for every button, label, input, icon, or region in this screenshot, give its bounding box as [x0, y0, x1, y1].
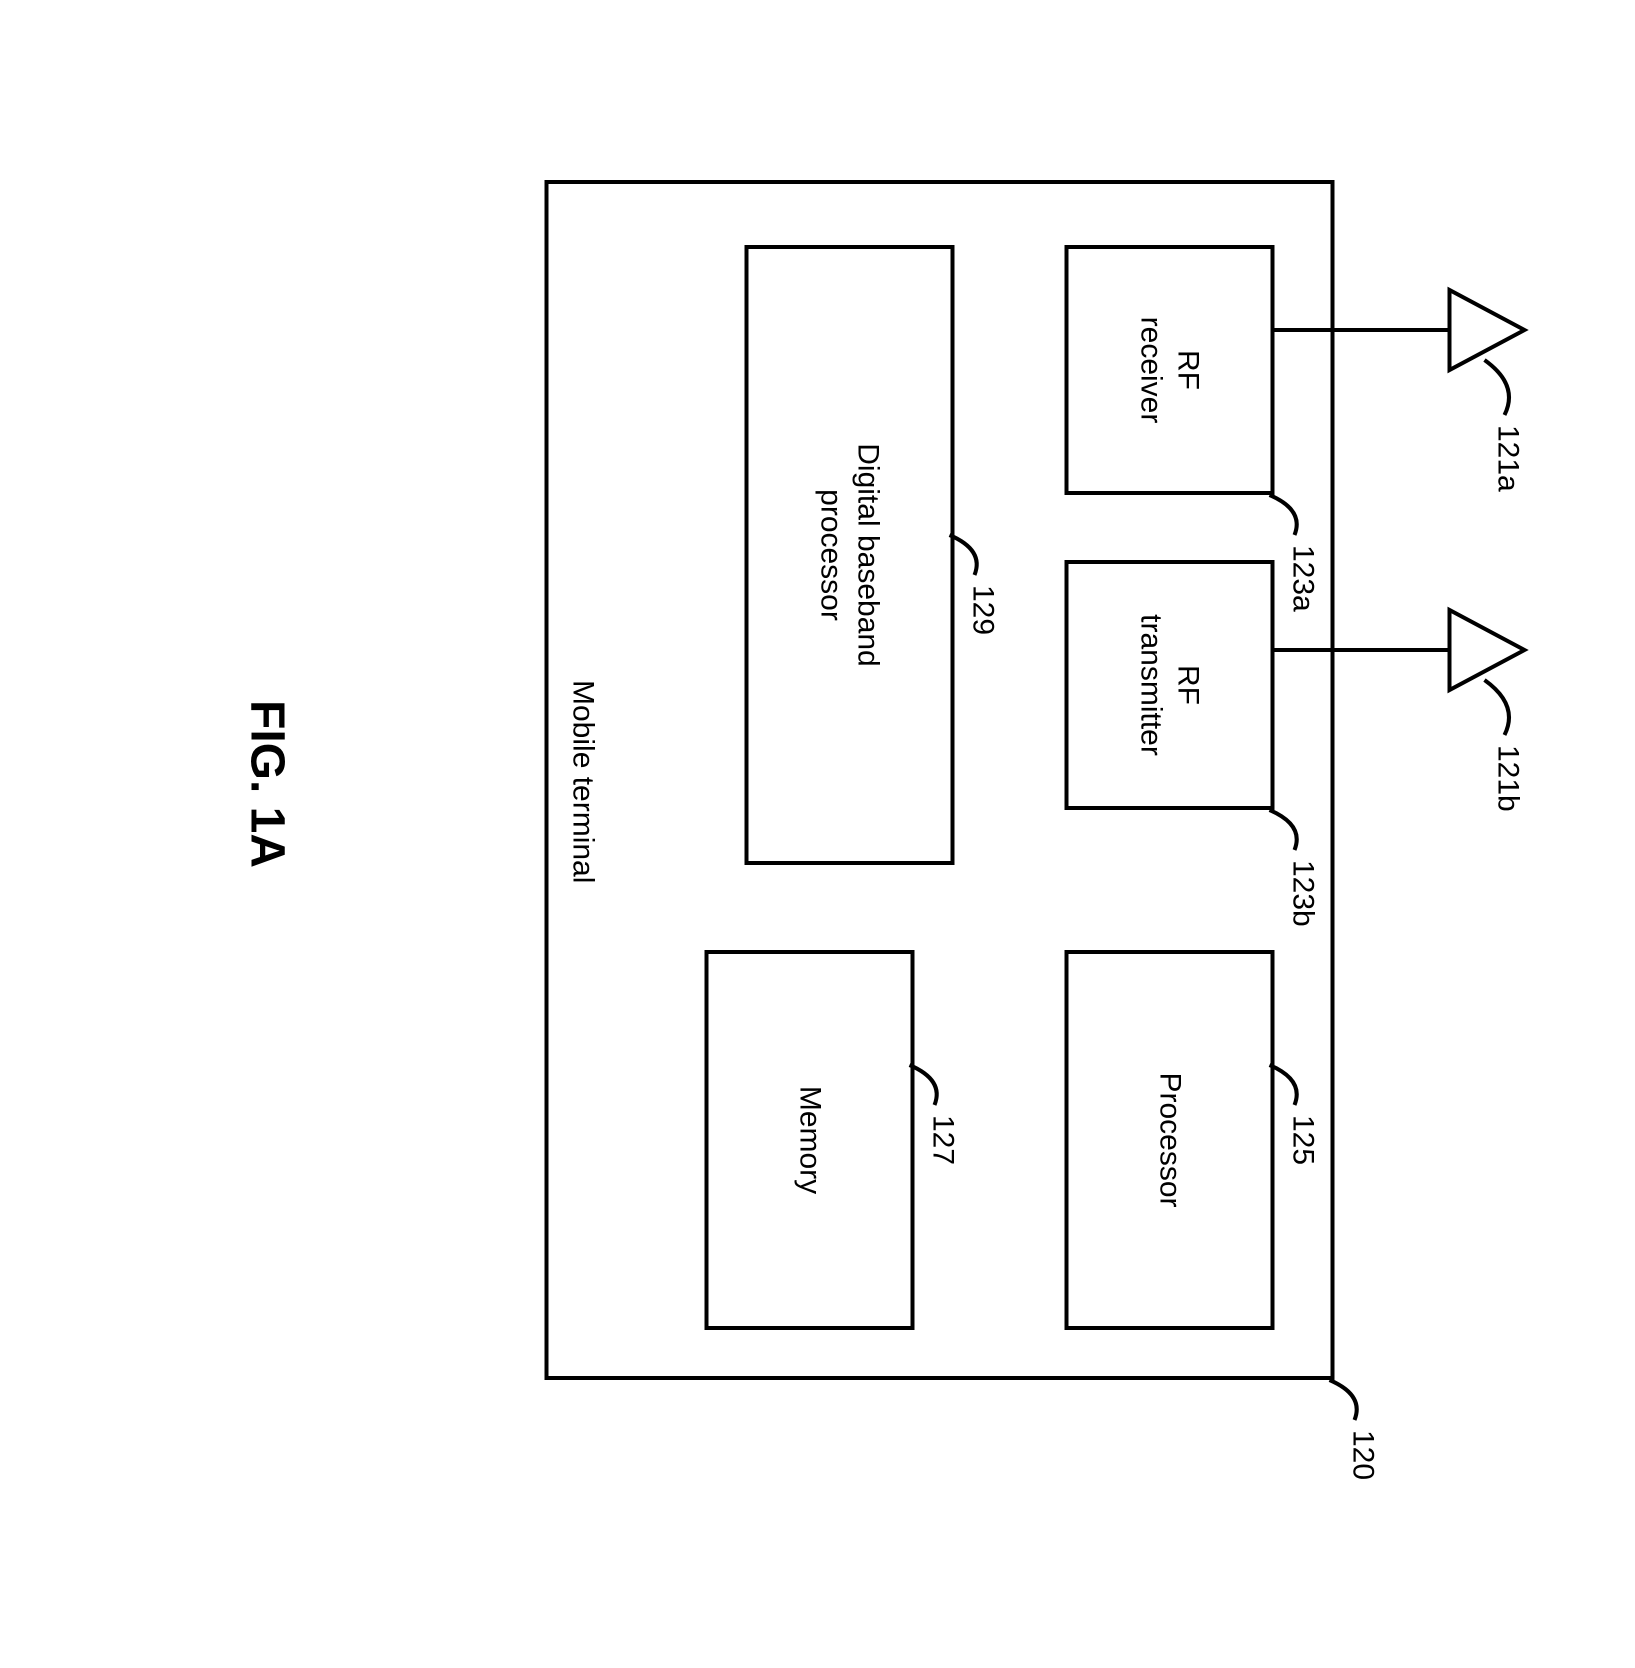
ref-curve-123b: [1260, 805, 1310, 865]
ref-curve-123a: [1260, 490, 1310, 550]
ref-curve-127: [900, 1060, 950, 1120]
dbp-block: Digital baseband processor: [745, 245, 955, 865]
ref-curve-121a: [1475, 355, 1520, 425]
ref-129: 129: [966, 585, 1000, 635]
processor-block: Processor: [1065, 950, 1275, 1330]
ref-curve-121b: [1475, 675, 1520, 745]
ref-123a: 123a: [1286, 545, 1320, 612]
ref-120: 120: [1346, 1430, 1380, 1480]
antenna-right-line: [1275, 648, 1450, 652]
rotated-viewport: Mobile terminal 120 RF receiver 123a RF …: [0, 0, 1635, 1668]
ref-curve-125: [1260, 1060, 1310, 1120]
memory-label: Memory: [791, 1086, 829, 1194]
ref-121a: 121a: [1491, 425, 1525, 492]
ref-121b: 121b: [1491, 745, 1525, 812]
rf-receiver-block: RF receiver: [1065, 245, 1275, 495]
diagram-area: Mobile terminal 120 RF receiver 123a RF …: [465, 180, 1515, 1380]
rf-transmitter-label: RF transmitter: [1132, 614, 1207, 756]
figure-title: FIG. 1A: [240, 700, 295, 868]
rf-transmitter-block: RF transmitter: [1065, 560, 1275, 810]
ref-curve-129: [940, 530, 990, 590]
rf-receiver-label: RF receiver: [1132, 317, 1207, 424]
ref-127: 127: [926, 1115, 960, 1165]
memory-block: Memory: [705, 950, 915, 1330]
mobile-terminal-label: Mobile terminal: [566, 680, 600, 883]
dbp-label: Digital baseband processor: [812, 443, 887, 667]
ref-125: 125: [1286, 1115, 1320, 1165]
processor-label: Processor: [1151, 1072, 1189, 1207]
ref-curve-120: [1320, 1375, 1370, 1435]
antenna-left-line: [1275, 328, 1450, 332]
ref-123b: 123b: [1286, 860, 1320, 927]
